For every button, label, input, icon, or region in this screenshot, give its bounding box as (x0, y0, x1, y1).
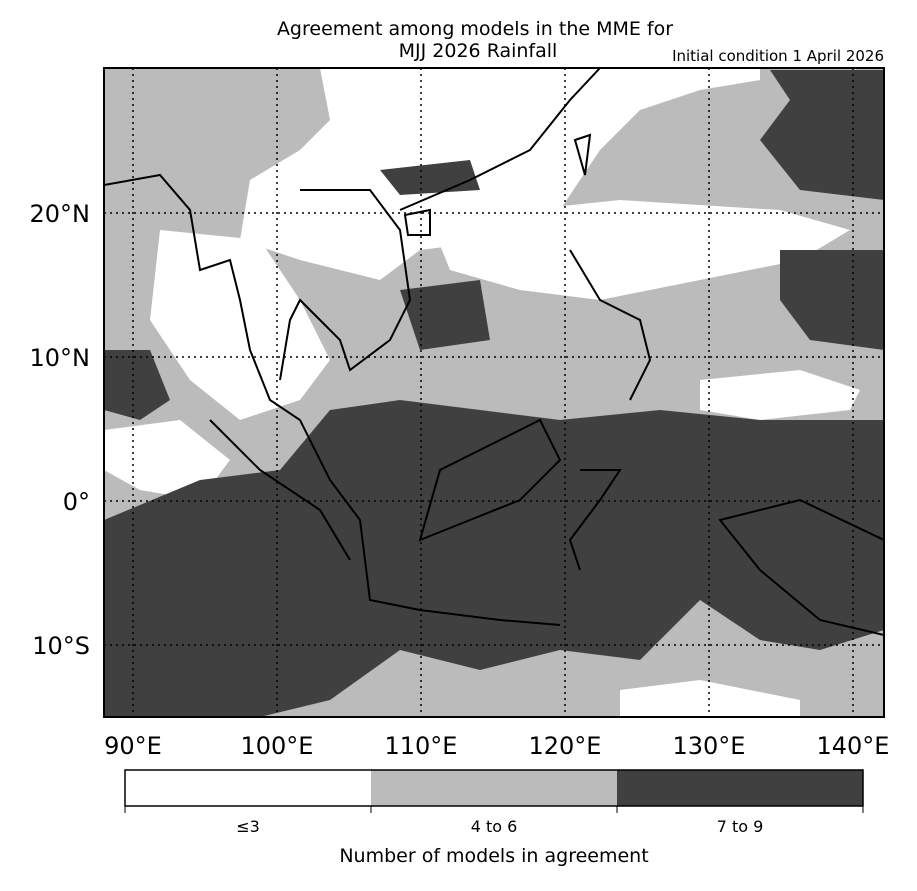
colorbar-label: 4 to 6 (471, 817, 518, 836)
graticule (104, 68, 884, 717)
subtitle: MJJ 2026 Rainfall (399, 40, 558, 62)
title: Agreement among models in the MME for (277, 18, 673, 40)
lat-label: 10°N (30, 344, 91, 372)
colorbar-frame (124, 769, 864, 807)
lon-label: 110°E (385, 732, 458, 760)
colorbar-label: 7 to 9 (717, 817, 764, 836)
colorbar-swatch (371, 770, 617, 806)
lon-label: 140°E (817, 732, 890, 760)
lon-label: 130°E (673, 732, 746, 760)
lat-label: 20°N (30, 200, 91, 228)
note: Initial condition 1 April 2026 (672, 47, 884, 65)
colorbar-title: Number of models in agreement (339, 845, 648, 867)
lat-label: 0° (63, 488, 90, 516)
colorbar-swatch (617, 770, 863, 806)
colorbar-swatch (125, 770, 371, 806)
map-field (104, 68, 884, 717)
map-frame (103, 67, 885, 718)
colorbar: ≤3 4 to 6 7 to 9 (124, 769, 864, 836)
lon-label: 90°E (104, 732, 162, 760)
colorbar-label: ≤3 (236, 817, 260, 836)
lon-label: 120°E (529, 732, 602, 760)
lat-label: 10°S (32, 632, 90, 660)
lon-label: 100°E (241, 732, 314, 760)
